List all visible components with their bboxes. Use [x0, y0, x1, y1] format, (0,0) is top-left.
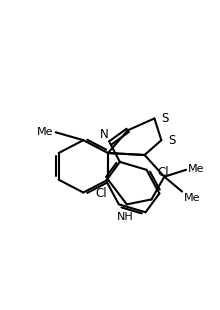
Text: NH: NH [116, 212, 133, 222]
Text: Me: Me [37, 127, 54, 137]
Text: S: S [161, 112, 169, 125]
Text: N: N [100, 128, 109, 141]
Text: Me: Me [188, 164, 205, 174]
Text: S: S [168, 134, 176, 147]
Text: Cl: Cl [157, 166, 169, 179]
Text: Me: Me [184, 193, 201, 202]
Text: Cl: Cl [96, 187, 107, 200]
